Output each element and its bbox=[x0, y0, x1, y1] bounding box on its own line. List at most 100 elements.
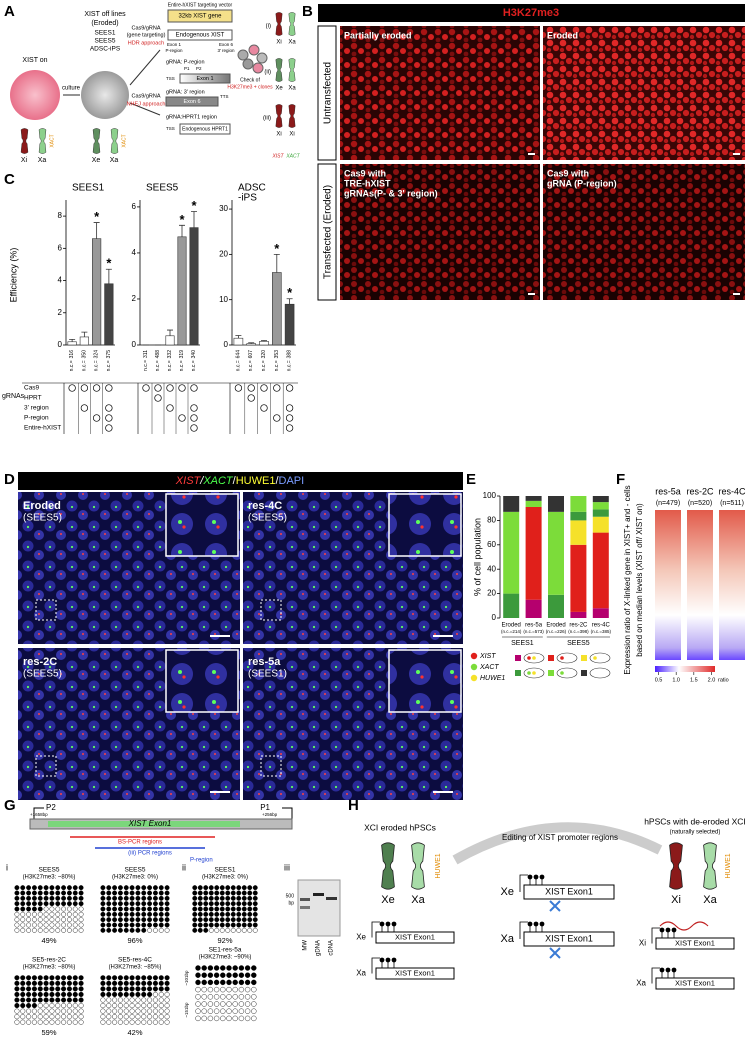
cpg bbox=[20, 890, 26, 896]
panel-label: A bbox=[4, 3, 15, 20]
cpg bbox=[244, 1008, 251, 1014]
cpg bbox=[100, 917, 106, 923]
cpg bbox=[207, 1015, 214, 1022]
chromosome bbox=[92, 128, 101, 154]
cpg bbox=[123, 901, 129, 907]
exon-box bbox=[655, 977, 735, 990]
cpg bbox=[164, 1008, 170, 1014]
cpg bbox=[100, 1003, 106, 1009]
label: ~101bp bbox=[184, 970, 189, 986]
cpg bbox=[220, 965, 226, 971]
cpg bbox=[147, 906, 153, 912]
cpg bbox=[213, 965, 220, 971]
cpg bbox=[78, 986, 84, 992]
y-tick-label: 80 bbox=[487, 516, 496, 525]
cpg bbox=[230, 890, 236, 896]
cpg bbox=[147, 975, 153, 981]
label: P1 bbox=[260, 803, 270, 812]
cpg bbox=[26, 906, 32, 912]
cpg bbox=[236, 890, 242, 896]
label: Xe bbox=[92, 157, 101, 164]
cpg bbox=[49, 927, 55, 933]
x-tick-label: res-4C bbox=[592, 623, 611, 629]
cpg bbox=[379, 957, 385, 963]
error-bar bbox=[248, 342, 255, 344]
cpg bbox=[123, 986, 129, 992]
chromosome bbox=[38, 128, 47, 154]
y-tick-label: 6 bbox=[58, 243, 63, 252]
label: Cas9/gRNA bbox=[131, 93, 160, 99]
label: Xi bbox=[289, 132, 294, 138]
cpg bbox=[197, 927, 203, 933]
cpg bbox=[20, 917, 26, 923]
exon-box bbox=[523, 884, 615, 900]
cpg bbox=[141, 895, 147, 901]
cpg bbox=[66, 991, 72, 997]
colorbar-tick-label: 2.0 bbox=[708, 677, 716, 683]
cpg bbox=[31, 917, 37, 923]
stain-name: XIST bbox=[175, 475, 202, 487]
cpg bbox=[230, 906, 236, 912]
cpg bbox=[112, 906, 118, 912]
label: HDR approach bbox=[128, 40, 164, 46]
error-bar bbox=[69, 338, 76, 342]
cpg bbox=[100, 922, 106, 928]
label: Xi bbox=[671, 894, 681, 906]
label: (ii) bbox=[264, 70, 271, 76]
cpg bbox=[164, 901, 170, 907]
label: hPSCs with de-eroded XCI bbox=[644, 816, 746, 826]
n-prefix: n.c.= bbox=[69, 360, 75, 371]
label: Xa bbox=[703, 894, 717, 906]
cpg bbox=[66, 917, 72, 923]
cpg bbox=[43, 1014, 49, 1020]
cpg bbox=[207, 1001, 214, 1007]
cpg bbox=[207, 994, 214, 1000]
label: ~151bp bbox=[184, 1002, 189, 1018]
cpg bbox=[66, 901, 72, 907]
cpg bbox=[230, 911, 236, 917]
cpg bbox=[195, 994, 201, 1000]
error-bar bbox=[167, 329, 173, 336]
title: H3K27me3 bbox=[503, 7, 559, 19]
grna-mark bbox=[285, 414, 294, 422]
n-label: n.c.=388 bbox=[287, 350, 293, 372]
cpg bbox=[117, 885, 123, 891]
grna-mark bbox=[178, 414, 186, 422]
promoter bbox=[651, 927, 660, 944]
cpg bbox=[112, 980, 118, 986]
label: XACT bbox=[121, 134, 127, 147]
cpg bbox=[244, 1015, 251, 1022]
cpg bbox=[78, 1008, 84, 1014]
cpg bbox=[43, 895, 49, 901]
cpg bbox=[20, 885, 26, 891]
cpg bbox=[20, 1003, 26, 1009]
cpg bbox=[26, 980, 32, 986]
label: gRNA:HPRT1 region bbox=[166, 114, 217, 120]
cpg bbox=[55, 890, 61, 896]
label: HPRT bbox=[24, 395, 42, 402]
cpg bbox=[78, 885, 84, 891]
cpg bbox=[164, 927, 170, 933]
cpg bbox=[147, 1019, 153, 1025]
label: Xa bbox=[356, 969, 366, 978]
cpg bbox=[236, 911, 242, 917]
y-tick-label: 20 bbox=[219, 249, 228, 258]
cpg bbox=[214, 917, 220, 923]
n-prefix: n.c.= bbox=[155, 360, 161, 371]
cpg bbox=[14, 1014, 20, 1020]
clone bbox=[237, 49, 249, 61]
grna-mark bbox=[166, 384, 174, 392]
cpg bbox=[14, 1008, 20, 1014]
cpg bbox=[78, 997, 84, 1003]
cpg bbox=[252, 917, 258, 923]
cpg bbox=[152, 911, 158, 917]
cpg bbox=[197, 895, 203, 901]
cpg bbox=[659, 967, 665, 973]
methylation-grid bbox=[192, 885, 258, 933]
cpg bbox=[214, 906, 220, 912]
cpg bbox=[37, 906, 43, 912]
cpg bbox=[72, 927, 78, 933]
label: (H3K27me3: ~80%) bbox=[23, 875, 76, 881]
cpg bbox=[100, 927, 106, 933]
cpg bbox=[220, 979, 226, 986]
